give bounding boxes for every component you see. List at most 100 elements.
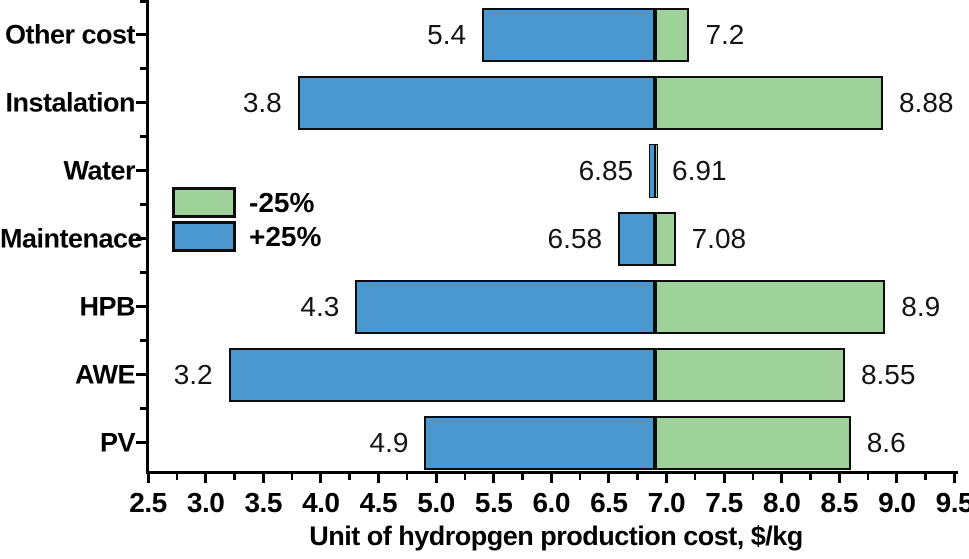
- x-tick-label: 8.5: [820, 487, 858, 518]
- x-tick-label: 4.5: [359, 487, 398, 518]
- x-minor-tick: [809, 474, 812, 480]
- y-major-tick: [136, 33, 146, 36]
- category-label: Other cost: [4, 19, 136, 49]
- x-tick-label: 7.0: [647, 487, 686, 518]
- x-tick-label: 3.5: [244, 487, 282, 518]
- x-major-tick: [780, 474, 784, 483]
- bar-segment-minus25: [654, 211, 676, 266]
- x-tick-label: 5.0: [417, 487, 455, 518]
- x-major-tick: [952, 474, 956, 483]
- category-label: HPB: [79, 291, 135, 321]
- legend: -25% +25%: [172, 187, 321, 255]
- legend-swatch-minus-25: [172, 187, 236, 218]
- y-minor-tick: [140, 407, 146, 410]
- y-major-tick: [136, 101, 146, 104]
- y-minor-tick: [140, 271, 146, 274]
- bar-segment-plus25: [297, 75, 655, 130]
- bar-segment-plus25: [649, 143, 655, 198]
- legend-item-plus-25: +25%: [172, 221, 321, 252]
- x-major-tick: [837, 474, 841, 483]
- legend-label-minus-25: -25%: [249, 187, 315, 218]
- x-major-tick: [895, 474, 899, 483]
- x-major-tick: [261, 474, 265, 483]
- bar-segment-plus25: [355, 279, 655, 334]
- value-label-low: 6.58: [547, 222, 603, 254]
- legend-label-plus-25: +25%: [249, 221, 322, 252]
- bar-segment-minus25: [654, 279, 886, 334]
- category-label: PV: [99, 427, 136, 457]
- category-label: Maintenace: [0, 223, 143, 253]
- x-axis-line: [146, 471, 958, 474]
- x-major-tick: [146, 474, 150, 483]
- y-minor-tick: [140, 0, 146, 3]
- y-minor-tick: [140, 67, 146, 70]
- bar-segment-plus25: [424, 415, 655, 470]
- value-label-low: 3.2: [173, 358, 213, 390]
- x-major-tick: [664, 474, 668, 483]
- x-major-tick: [607, 474, 611, 483]
- value-label-low: 3.8: [242, 86, 282, 118]
- x-minor-tick: [290, 474, 294, 480]
- y-minor-tick: [140, 135, 146, 138]
- x-minor-tick: [348, 474, 351, 480]
- bar-segment-minus25: [654, 7, 690, 62]
- value-label-high: 6.91: [672, 154, 727, 186]
- x-major-tick: [434, 474, 438, 483]
- x-minor-tick: [463, 474, 467, 480]
- y-major-tick: [136, 441, 146, 444]
- x-tick-label: 5.5: [474, 487, 513, 518]
- x-tick-label: 6.5: [590, 487, 628, 518]
- x-major-tick: [492, 474, 496, 483]
- bar-segment-minus25: [654, 75, 883, 130]
- y-minor-tick: [140, 203, 146, 206]
- bar-segment-minus25: [654, 415, 851, 470]
- x-minor-tick: [866, 474, 870, 480]
- x-tick-label: 9.5: [935, 487, 969, 518]
- x-tick-label: 6.0: [532, 487, 570, 518]
- bar-segment-minus25: [654, 143, 658, 198]
- value-label-high: 8.9: [901, 290, 941, 322]
- x-tick-label: 7.5: [705, 487, 743, 518]
- y-minor-tick: [140, 339, 146, 342]
- x-minor-tick: [405, 474, 409, 480]
- category-label: AWE: [74, 359, 136, 389]
- y-major-tick: [136, 169, 146, 172]
- x-minor-tick: [233, 474, 236, 480]
- x-minor-tick: [521, 474, 524, 480]
- category-label: Instalation: [5, 87, 135, 117]
- x-minor-tick: [578, 474, 582, 480]
- x-minor-tick: [175, 474, 179, 480]
- bar-segment-plus25: [618, 211, 655, 266]
- value-label-high: 8.6: [866, 426, 906, 458]
- legend-swatch-plus-25: [172, 221, 236, 252]
- x-tick-label: 4.0: [302, 487, 340, 518]
- x-tick-label: 8.0: [762, 487, 801, 518]
- y-axis-line: [146, 0, 149, 474]
- value-label-low: 6.85: [578, 154, 634, 186]
- x-major-tick: [376, 474, 380, 483]
- category-label: Water: [63, 155, 135, 185]
- legend-item-minus-25: -25%: [172, 187, 321, 218]
- bar-segment-plus25: [228, 347, 655, 402]
- y-major-tick: [136, 237, 146, 240]
- bar-segment-plus25: [482, 7, 655, 62]
- x-minor-tick: [924, 474, 927, 480]
- x-tick-label: 2.5: [129, 487, 167, 518]
- x-minor-tick: [751, 474, 755, 480]
- value-label-low: 4.9: [369, 426, 409, 458]
- x-tick-label: 3.0: [186, 487, 225, 518]
- y-major-tick: [136, 373, 146, 376]
- x-major-tick: [204, 474, 208, 483]
- x-tick-label: 9.0: [878, 487, 916, 518]
- value-label-high: 7.08: [691, 222, 747, 254]
- x-axis-title: Unit of hydropgen production cost, $/kg: [309, 521, 803, 551]
- x-minor-tick: [636, 474, 639, 480]
- y-major-tick: [136, 305, 146, 308]
- bar-segment-minus25: [654, 347, 845, 402]
- x-major-tick: [722, 474, 726, 483]
- value-label-high: 8.55: [860, 358, 916, 390]
- value-label-high: 8.88: [898, 86, 954, 118]
- x-minor-tick: [693, 474, 697, 480]
- x-major-tick: [549, 474, 553, 483]
